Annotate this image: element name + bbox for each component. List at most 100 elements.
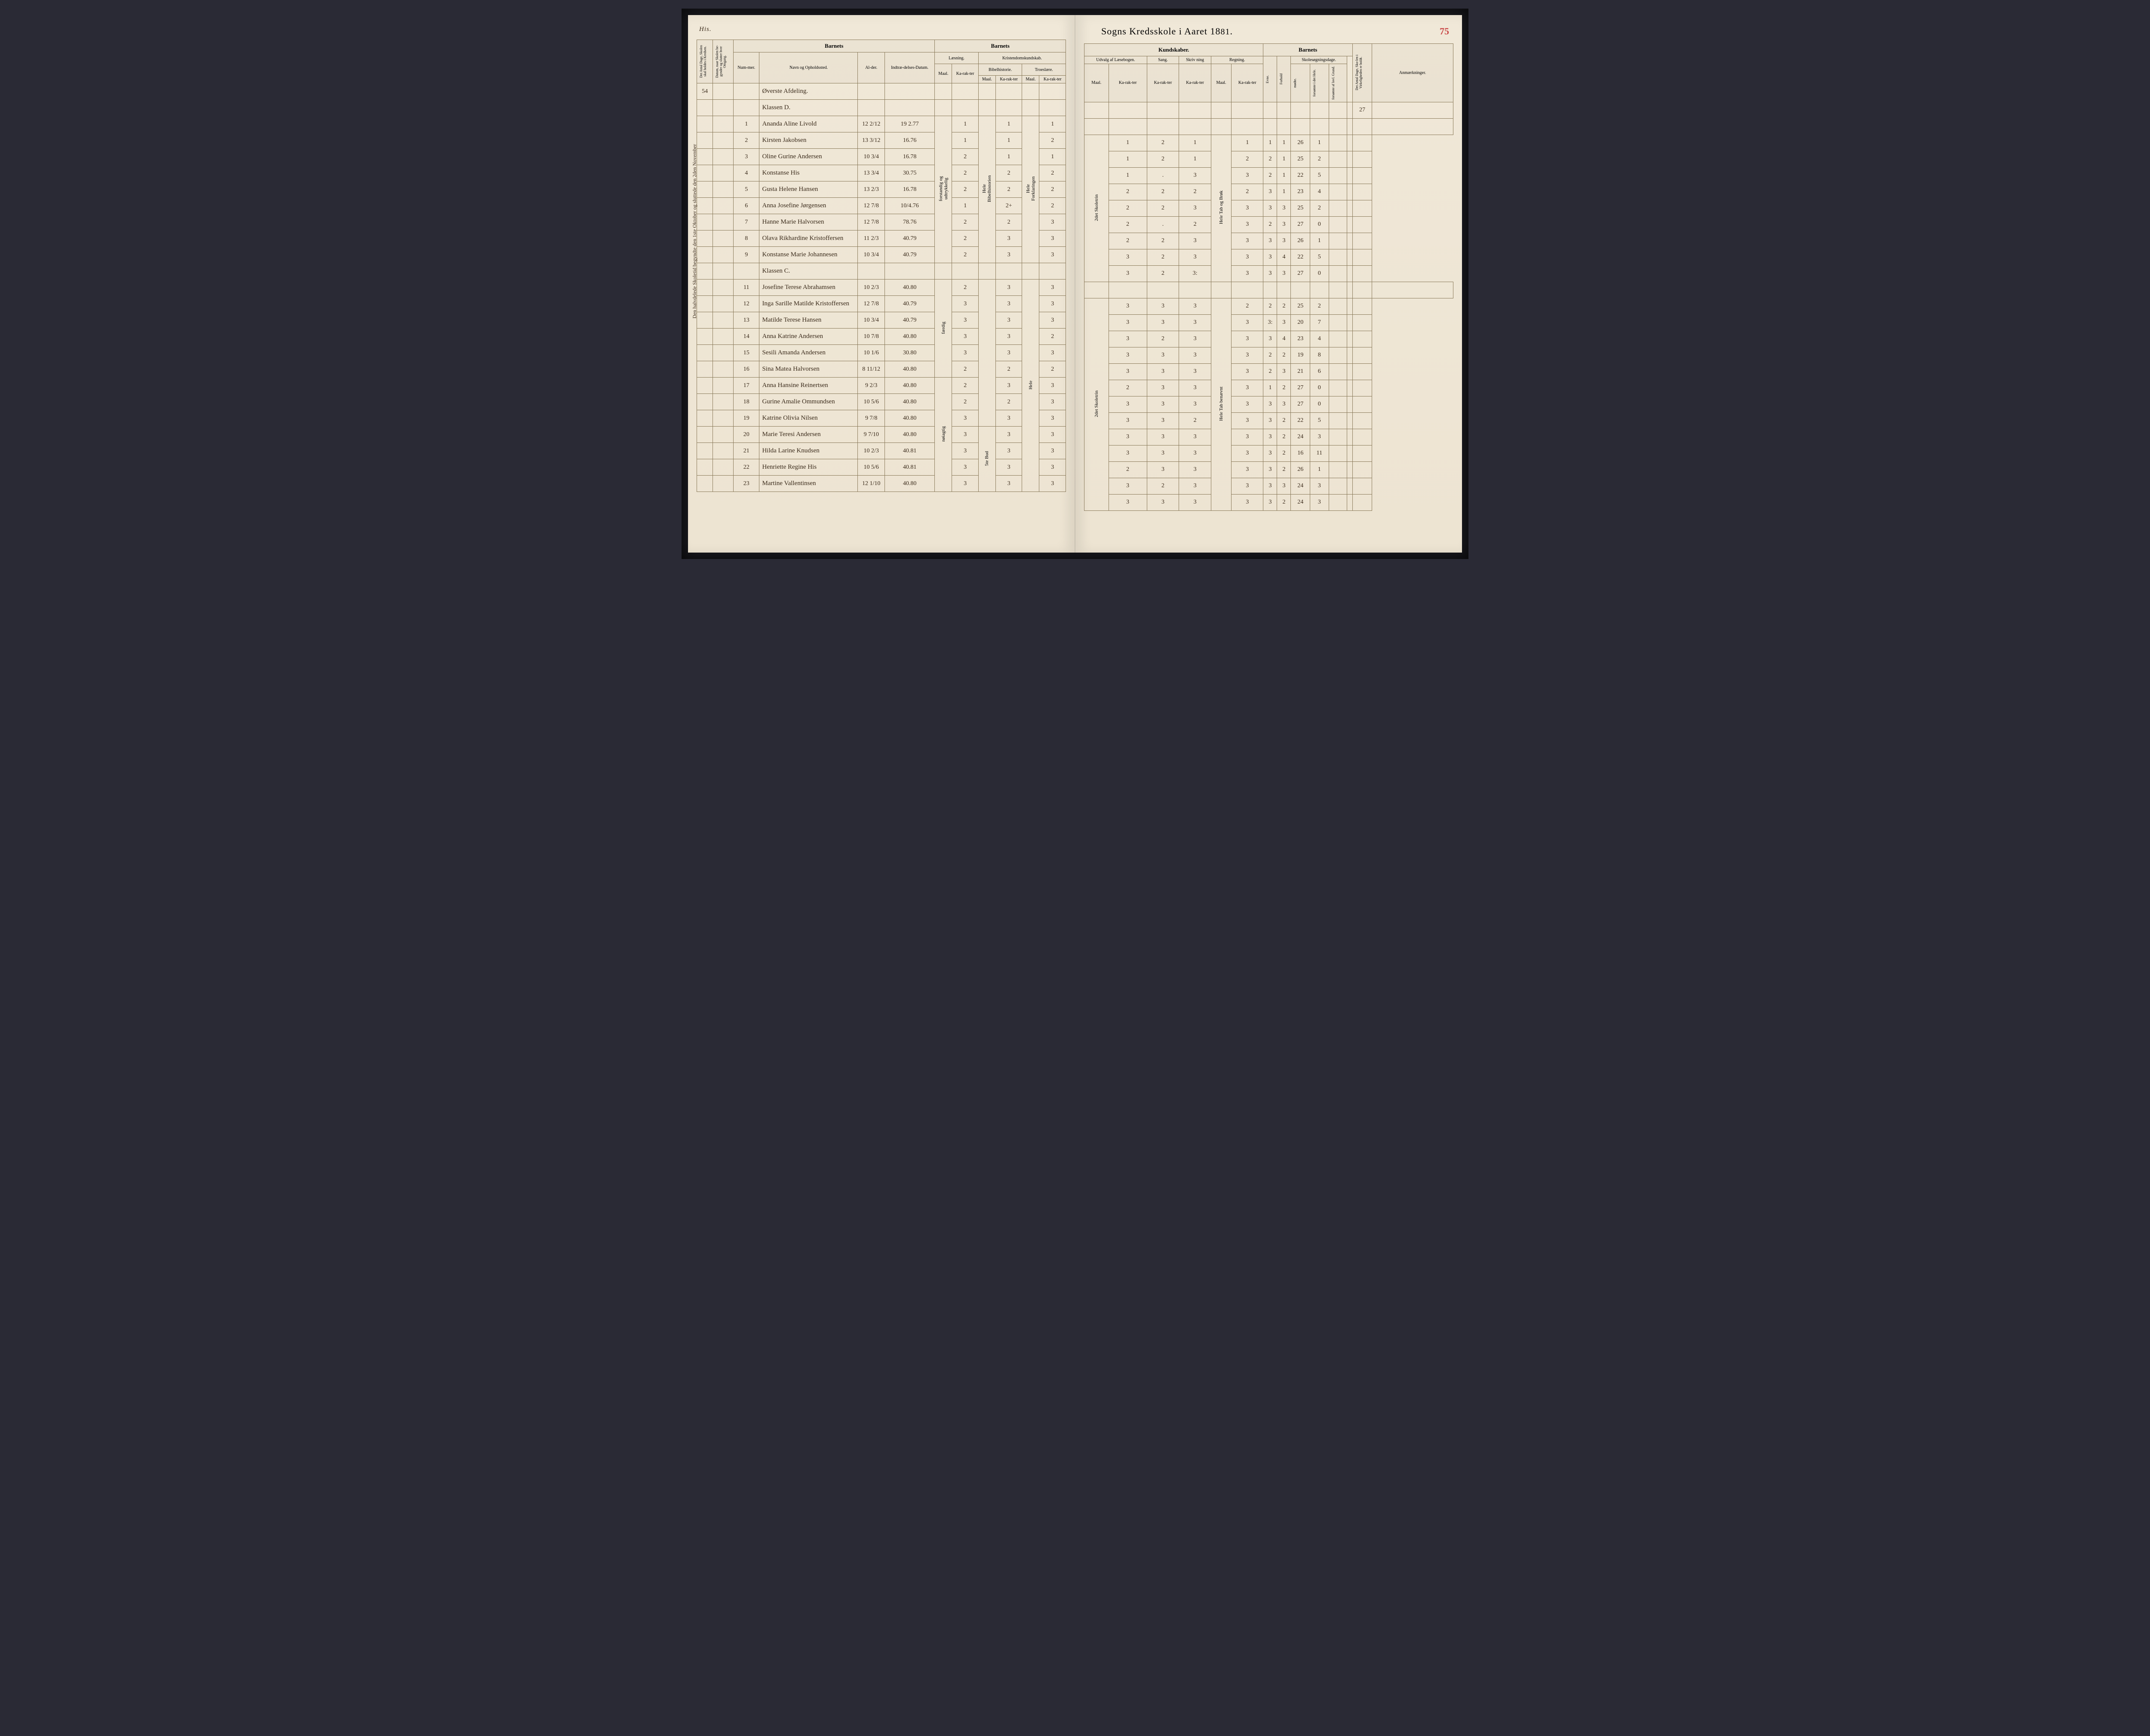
- cell: 16: [733, 361, 759, 378]
- cell: 10 2/3: [858, 443, 885, 459]
- cell: 27: [1291, 380, 1310, 396]
- cell: 20: [733, 427, 759, 443]
- cell: 3: [1263, 265, 1277, 282]
- cell: 3: [995, 345, 1022, 361]
- cell: [713, 83, 734, 100]
- cell: [1329, 412, 1347, 429]
- cell: 3: [1179, 298, 1211, 314]
- cell: 3: [1179, 249, 1211, 265]
- cell: [885, 83, 934, 100]
- cell: [1329, 331, 1347, 347]
- cell: [1329, 445, 1347, 461]
- cell: 0: [1310, 380, 1329, 396]
- cell: 3: [1109, 445, 1147, 461]
- cell: Hilda Larine Knudsen: [759, 443, 858, 459]
- cell: 10 5/6: [858, 459, 885, 476]
- table-row: 7Hanne Marie Halvorsen12 7/878.76223: [697, 214, 1066, 230]
- cell: Anna Hansine Reinertsen: [759, 378, 858, 394]
- col-sang-kar: Ka-rak-ter: [1147, 64, 1179, 102]
- cell: [1352, 494, 1372, 510]
- cell: 13: [733, 312, 759, 329]
- cell: [713, 410, 734, 427]
- cell: 3: [1263, 445, 1277, 461]
- table-row: 333332243: [1084, 494, 1453, 510]
- cell: [1329, 282, 1347, 298]
- cell: 1: [1310, 461, 1329, 478]
- cell: 3: [1263, 412, 1277, 429]
- cell: 10 7/8: [858, 329, 885, 345]
- cell: 14: [733, 329, 759, 345]
- table-row: 333333270: [1084, 396, 1453, 412]
- cell: 2: [952, 361, 978, 378]
- cell: 2: [995, 165, 1022, 181]
- cell: 27: [1291, 265, 1310, 282]
- cell: 3: [1277, 478, 1291, 494]
- cell: 3: [952, 345, 978, 361]
- cell: 3: [1179, 494, 1211, 510]
- cell: [995, 83, 1022, 100]
- cell: 2: [1263, 151, 1277, 167]
- cell: 2: [952, 214, 978, 230]
- margin-note: Den halvdelede Skoletid begyndte den 1st…: [691, 144, 698, 319]
- cell: 3: [995, 459, 1022, 476]
- cell: 3: [1109, 363, 1147, 380]
- maal-note: [978, 280, 995, 427]
- col-udvalg-kar: Ka-rak-ter: [1109, 64, 1147, 102]
- cell: 3: [995, 312, 1022, 329]
- cell: 2: [1277, 347, 1291, 363]
- cell: [952, 83, 978, 100]
- cell: [885, 263, 934, 280]
- cell: 3: [1263, 233, 1277, 249]
- cell: 2: [1263, 216, 1277, 233]
- cell: 1: [1310, 135, 1329, 151]
- table-row: 22Henriette Regine His10 5/640.81333: [697, 459, 1066, 476]
- cell: 12 2/12: [858, 116, 885, 132]
- cell: 3: [1039, 459, 1066, 476]
- cell: [1291, 102, 1310, 118]
- cell: 3: [1263, 331, 1277, 347]
- cell: [733, 83, 759, 100]
- cell: [1347, 265, 1352, 282]
- cell: 4: [733, 165, 759, 181]
- cell: [1179, 118, 1211, 135]
- cell: [1347, 347, 1352, 363]
- cell: 78.76: [885, 214, 934, 230]
- cell: 3: [1109, 347, 1147, 363]
- cell: [1347, 118, 1352, 135]
- cell: 20: [1291, 314, 1310, 331]
- cell: [1310, 118, 1329, 135]
- cell: [1329, 347, 1347, 363]
- cell: 2: [995, 394, 1022, 410]
- cell: 3: [1263, 461, 1277, 478]
- cell: [1277, 102, 1291, 118]
- cell: 2: [1310, 200, 1329, 216]
- cell: [697, 345, 713, 361]
- table-row: 2.2323270: [1084, 216, 1453, 233]
- cell: [1232, 102, 1263, 118]
- cell: 3: [1147, 429, 1179, 445]
- cell: [1352, 135, 1372, 151]
- table-row: 223333252: [1084, 200, 1453, 216]
- cell: 2: [1039, 181, 1066, 198]
- cell: 3: [1179, 380, 1211, 396]
- cell: [1109, 102, 1147, 118]
- cell: [1352, 363, 1372, 380]
- cell: 3: [1147, 298, 1179, 314]
- cell: 3: [1109, 429, 1147, 445]
- cell: [713, 329, 734, 345]
- cell: 3: [1109, 249, 1147, 265]
- cell: 3: [952, 443, 978, 459]
- cell: 3: [1232, 429, 1263, 445]
- cell: [1263, 118, 1277, 135]
- cell: 3: [1263, 184, 1277, 200]
- table-row: 323334234: [1084, 331, 1453, 347]
- table-row: 3Oline Gurine Andersen10 3/416.78211: [697, 149, 1066, 165]
- cell: 2: [1277, 412, 1291, 429]
- cell: 2: [1277, 494, 1291, 510]
- parish-name: His.: [697, 26, 1066, 33]
- hdr-bibel: Bibelhistorie.: [978, 64, 1022, 76]
- cell: 3: [1179, 396, 1211, 412]
- cell: [1147, 282, 1179, 298]
- cell: 22: [733, 459, 759, 476]
- cell: [713, 296, 734, 312]
